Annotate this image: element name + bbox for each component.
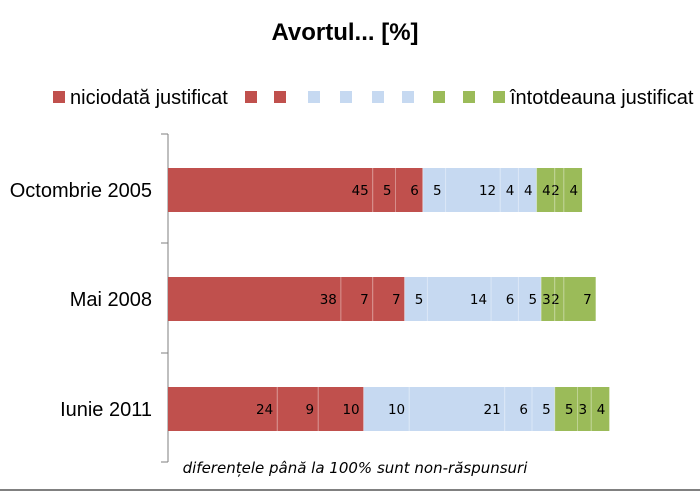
bar-segment [427,277,492,321]
bar-segment [363,387,410,431]
legend-label: niciodată justificat [70,87,228,109]
value-label: 4 [597,402,606,418]
legend-swatch [463,91,475,103]
value-label: 7 [583,292,592,308]
chart-title: Avortul... [%] [271,19,418,46]
bar-segment [395,168,423,212]
value-label: 12 [479,183,496,199]
bar-segment [340,277,373,321]
category-label: Mai 2008 [70,289,152,311]
value-label: 5 [529,292,538,308]
footnote: diferențele până la 100% sunt non-răspun… [183,459,529,477]
legend-swatch [433,91,445,103]
bar-segment [554,168,564,212]
bar-segment [532,387,555,431]
value-label: 5 [383,183,392,199]
bar-segment [563,277,596,321]
legend-label: întotdeauna justificat [509,87,694,109]
bar-segment [591,387,610,431]
value-label: 9 [306,402,315,418]
value-label: 3 [579,402,588,418]
legend-swatch [372,91,384,103]
value-label: 6 [410,183,419,199]
bar-segment [491,277,519,321]
bar-segment [500,168,519,212]
bar-segment [518,277,542,321]
bar-segment [168,387,278,431]
legend-swatch [245,91,257,103]
bar-segment [168,277,341,321]
value-label: 5 [433,183,442,199]
bar-segment [404,277,428,321]
bar-segment [372,277,405,321]
legend-swatch [340,91,352,103]
bar-segment [518,168,537,212]
value-label: 2 [551,183,560,199]
legend: niciodată justificat întotdeauna justific… [53,87,694,109]
bar-segment [554,387,578,431]
legend-swatch [274,91,286,103]
legend-swatch [308,91,320,103]
value-label: 5 [415,292,424,308]
value-label: 4 [569,183,578,199]
bar-segment [577,387,592,431]
legend-swatch [53,91,65,103]
bar-segment [504,387,532,431]
legend-swatch [402,91,414,103]
bar-segment [541,277,555,321]
value-label: 4 [506,183,515,199]
bar-segment [554,277,564,321]
category-label: Octombrie 2005 [10,180,152,202]
category-label: Iunie 2011 [60,399,152,421]
value-label: 38 [320,292,337,308]
value-label: 6 [506,292,515,308]
bar-segment [277,387,319,431]
value-label: 4 [542,183,551,199]
value-label: 6 [519,402,528,418]
bar-segment [536,168,555,212]
bar-segment [318,387,364,431]
bar-segment [168,168,373,212]
bars: 45 5 6 5 12 4 4 4 2 438 7 7 5 14 6 5 3 2 724 9 10 10 21 6 5 5 3 4 [168,168,610,431]
value-label: 4 [524,183,533,199]
value-label: 7 [392,292,401,308]
value-label: 14 [470,292,487,308]
value-label: 10 [342,402,359,418]
legend-swatch [493,91,505,103]
value-label: 5 [542,402,551,418]
bar-segment [409,387,505,431]
value-label: 7 [360,292,369,308]
value-label: 45 [352,183,369,199]
value-label: 21 [484,402,501,418]
bar-segment [563,168,583,212]
value-label: 3 [542,292,551,308]
category-axis: Octombrie 2005 Mai 2008 Iunie 2011 [10,133,169,463]
value-label: 2 [551,292,560,308]
value-label: 10 [388,402,405,418]
bar-segment [422,168,446,212]
bar-segment [372,168,396,212]
value-label: 5 [565,402,574,418]
bar-segment [445,168,501,212]
value-label: 24 [256,402,273,418]
